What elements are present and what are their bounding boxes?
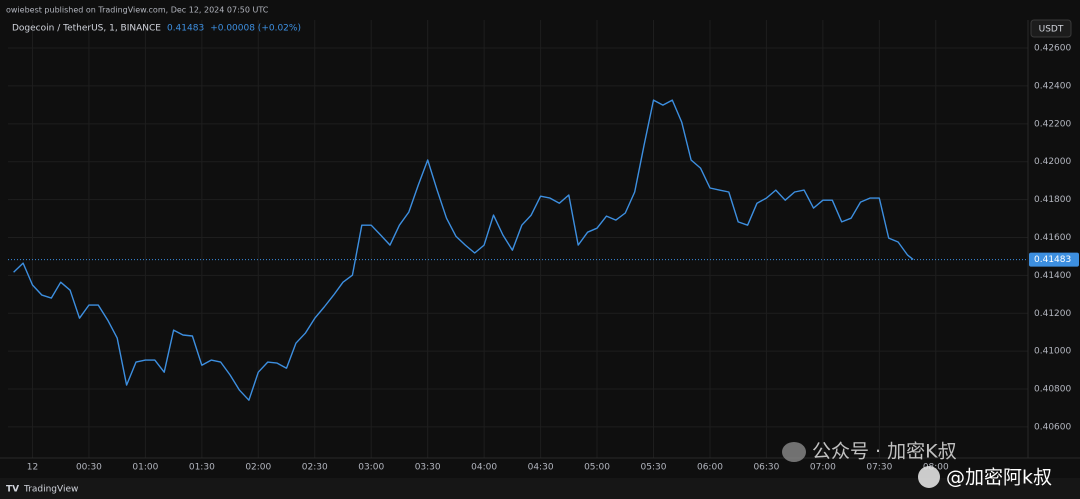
last-price-label: 0.41483: [1034, 255, 1071, 265]
footer-brand: TradingView: [23, 485, 78, 495]
watermark-icon: [918, 466, 940, 488]
watermark-text: 公众号 · 加密K叔: [812, 441, 957, 463]
y-tick-label: 0.42200: [1034, 119, 1071, 129]
watermark-icon: [782, 442, 806, 462]
legend-price: 0.41483: [167, 24, 204, 34]
header: owiebest published on TradingView.com, D…: [6, 6, 269, 15]
x-tick-label: 06:00: [697, 463, 723, 473]
x-tick-label: 07:00: [810, 463, 836, 473]
y-tick-label: 0.41200: [1034, 309, 1071, 319]
chart-title: Dogecoin / TetherUS, 1, BINANCE: [12, 24, 161, 34]
watermark: 公众号 · 加密K叔 @加密阿k叔: [782, 441, 1052, 489]
legend-change: +0.00008 (+0.02%): [210, 24, 301, 34]
x-tick-label: 03:00: [358, 463, 384, 473]
y-tick-label: 0.40800: [1034, 385, 1071, 395]
x-tick-label: 01:00: [132, 463, 158, 473]
y-tick-label: 0.40600: [1034, 422, 1071, 432]
x-tick-label: 05:00: [584, 463, 610, 473]
y-tick-label: 0.41600: [1034, 233, 1071, 243]
y-tick-label: 0.41400: [1034, 271, 1071, 281]
x-tick-label: 05:30: [641, 463, 667, 473]
y-tick-label: 0.41800: [1034, 195, 1071, 205]
x-tick-label: 02:30: [302, 463, 328, 473]
last-price-tag: [1029, 252, 1079, 267]
currency-box[interactable]: [1030, 19, 1072, 38]
x-tick-label: 01:30: [189, 463, 215, 473]
y-tick-label: 0.41000: [1034, 347, 1071, 357]
x-tick-label: 04:30: [528, 463, 554, 473]
price-line: [13, 99, 914, 401]
x-tick-label: 04:00: [471, 463, 497, 473]
x-tick-label: 06:30: [753, 463, 779, 473]
watermark-text: @加密阿k叔: [946, 467, 1052, 489]
x-tick-label: 07:30: [866, 463, 892, 473]
y-tick-label: 0.42000: [1034, 157, 1071, 167]
x-tick-label: 02:00: [245, 463, 271, 473]
footer-logo: TV: [6, 485, 19, 495]
x-tick-label: 03:30: [415, 463, 441, 473]
x-tick-label: 08:00: [923, 463, 949, 473]
y-tick-label: 0.42600: [1034, 44, 1071, 54]
footer-bar: [0, 478, 1080, 499]
currency[interactable]: USDT: [1039, 25, 1064, 35]
y-tick-label: 0.42400: [1034, 81, 1071, 91]
x-tick-label: 00:30: [76, 463, 102, 473]
x-tick-label: 12: [27, 463, 38, 473]
